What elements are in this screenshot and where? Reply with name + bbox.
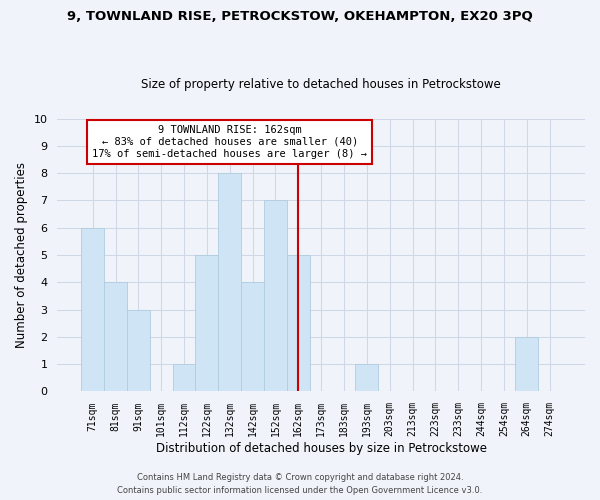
Bar [355,364,378,392]
Text: Contains HM Land Registry data © Crown copyright and database right 2024.
Contai: Contains HM Land Registry data © Crown c… [118,474,482,495]
Text: 9 TOWNLAND RISE: 162sqm
← 83% of detached houses are smaller (40)
17% of semi-de: 9 TOWNLAND RISE: 162sqm ← 83% of detache… [92,126,367,158]
Title: Size of property relative to detached houses in Petrockstowe: Size of property relative to detached ho… [141,78,501,91]
Bar [241,282,264,392]
Bar [104,282,127,392]
Bar [196,255,218,392]
Text: 9, TOWNLAND RISE, PETROCKSTOW, OKEHAMPTON, EX20 3PQ: 9, TOWNLAND RISE, PETROCKSTOW, OKEHAMPTO… [67,10,533,23]
Bar [173,364,196,392]
Bar [218,173,241,392]
Bar [127,310,150,392]
Bar [515,337,538,392]
Bar [81,228,104,392]
Bar [287,255,310,392]
X-axis label: Distribution of detached houses by size in Petrockstowe: Distribution of detached houses by size … [155,442,487,455]
Bar [264,200,287,392]
Y-axis label: Number of detached properties: Number of detached properties [15,162,28,348]
